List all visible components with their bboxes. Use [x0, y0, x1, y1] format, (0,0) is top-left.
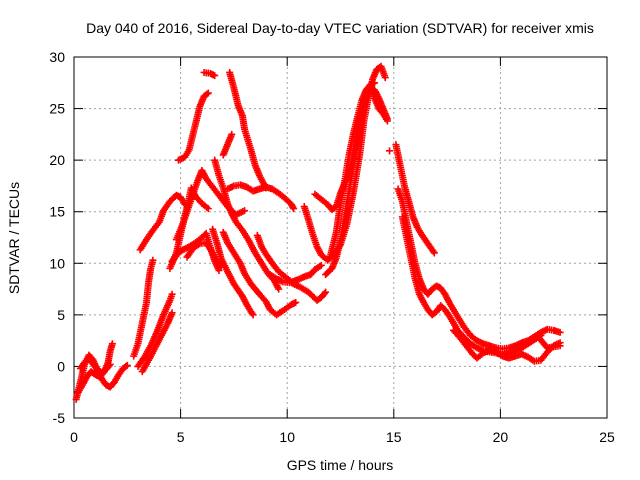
series-trace-31 [535, 334, 564, 352]
y-tick-label: 30 [49, 49, 65, 65]
data-point [228, 130, 236, 138]
data-point [386, 147, 394, 155]
data-point [371, 79, 379, 87]
data-point [430, 249, 438, 257]
data-point [211, 72, 219, 80]
x-tick-label: 0 [70, 429, 78, 445]
x-tick-label: 10 [279, 429, 295, 445]
data-point [249, 311, 257, 319]
series-trace-5 [136, 191, 189, 254]
series-trace-15 [219, 130, 236, 159]
data-point [204, 205, 212, 213]
series-trace-13 [200, 68, 219, 80]
data-point [108, 340, 116, 348]
y-tick-label: 0 [57, 358, 65, 374]
data-point [105, 362, 113, 370]
series-trace-11 [174, 89, 212, 164]
x-tick-label: 20 [493, 429, 509, 445]
x-tick-label: 15 [386, 429, 402, 445]
data-point [204, 89, 212, 97]
series-trace-4 [130, 256, 157, 360]
data-points [72, 62, 564, 403]
series-trace-12 [183, 239, 225, 271]
data-point [168, 309, 176, 317]
series-trace-2 [74, 340, 116, 396]
series-trace-3 [76, 354, 114, 377]
data-point [122, 362, 130, 370]
data-point [149, 256, 157, 264]
data-point [381, 74, 389, 82]
data-point [168, 290, 176, 298]
series-trace-25 [326, 81, 391, 262]
y-tick-label: 25 [49, 101, 65, 117]
y-tick-label: -5 [53, 410, 66, 426]
data-point [317, 261, 325, 269]
data-point [556, 342, 564, 350]
y-tick-labels: -5 0 5 10 15 20 25 30 [49, 49, 65, 426]
plot-frame [73, 56, 608, 419]
series-trace-16 [226, 68, 270, 192]
y-axis-label: SDTVAR / TECUs [6, 182, 22, 294]
series-trace-19 [209, 225, 257, 319]
y-tick-label: 10 [49, 255, 65, 271]
series-trace-26 [386, 147, 394, 155]
data-point [241, 207, 249, 215]
data-point [106, 360, 114, 368]
data-point [292, 298, 300, 306]
series-trace-21 [266, 271, 330, 304]
data-point [556, 328, 564, 336]
y-tick-label: 5 [57, 307, 65, 323]
data-point [383, 117, 391, 125]
chart-title: Day 040 of 2016, Sidereal Day-to-day VTE… [86, 20, 594, 36]
x-tick-label: 5 [177, 429, 185, 445]
data-point [322, 288, 330, 296]
series-trace-14 [211, 156, 283, 293]
series-trace-27 [392, 141, 438, 257]
x-tick-label: 25 [599, 429, 615, 445]
series-trace-17 [224, 181, 298, 213]
data-point [203, 90, 211, 98]
series-trace-7 [138, 309, 176, 376]
y-tick-label: 15 [49, 204, 65, 220]
data-point [275, 285, 283, 293]
series-trace-28 [394, 185, 564, 353]
x-axis-label: GPS time / hours [287, 457, 394, 473]
data-point [321, 289, 329, 297]
series-trace-6 [134, 290, 176, 370]
data-point [290, 205, 298, 213]
series-trace-30 [449, 326, 564, 365]
axis-ticks [73, 56, 608, 419]
data-point [123, 361, 131, 369]
y-tick-label: 20 [49, 152, 65, 168]
series-trace-18 [219, 228, 300, 319]
x-tick-labels: 0 5 10 15 20 25 [70, 429, 615, 445]
